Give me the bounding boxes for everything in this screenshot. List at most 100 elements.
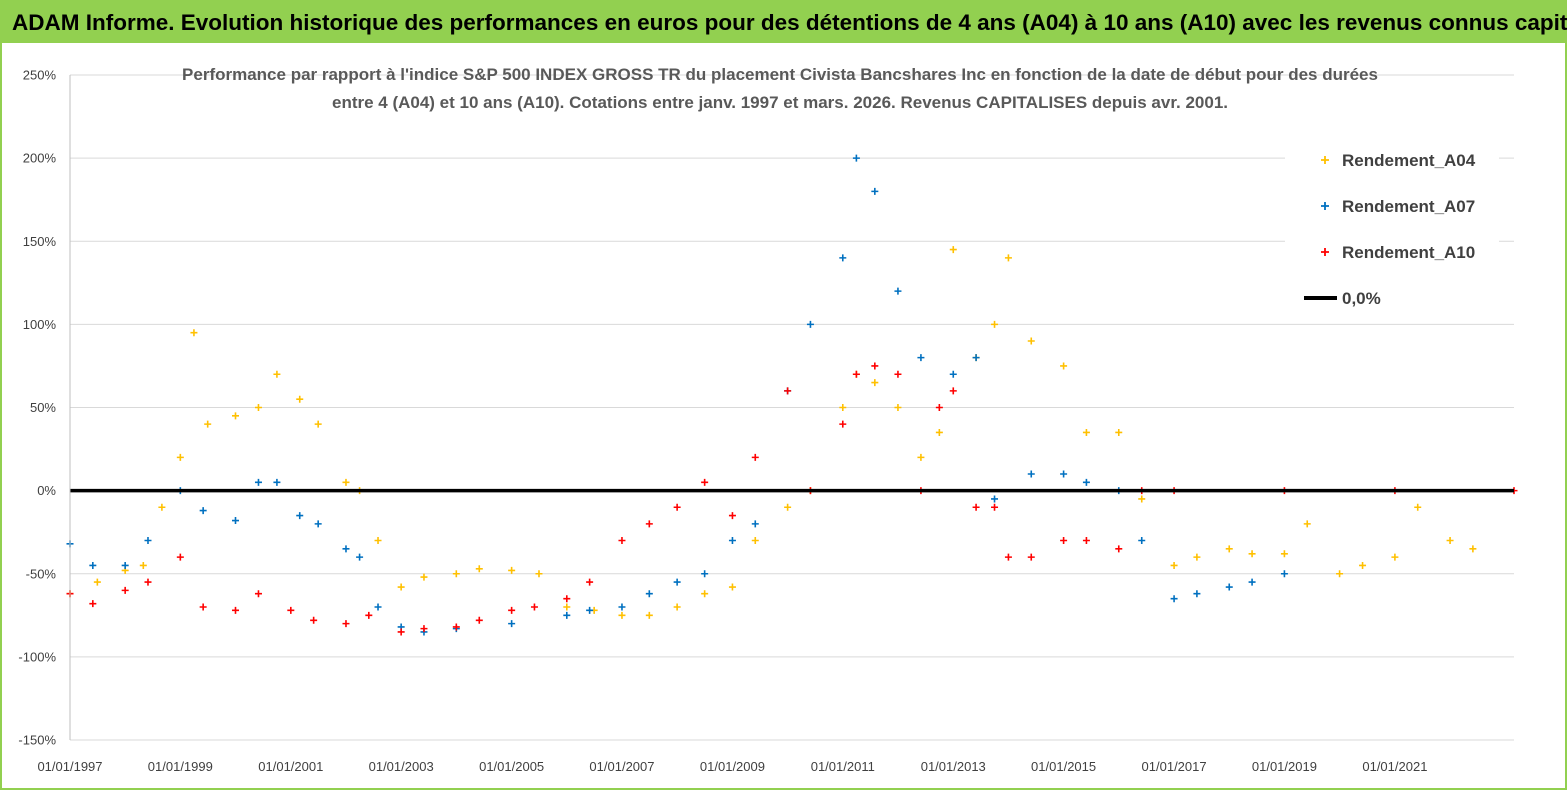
data-point — [1027, 553, 1035, 561]
data-point — [563, 603, 571, 611]
data-point — [1225, 583, 1233, 591]
data-point — [1446, 537, 1454, 544]
data-point — [1336, 570, 1344, 578]
data-point — [991, 320, 999, 328]
data-point — [618, 611, 626, 619]
legend-marker — [1321, 248, 1329, 256]
x-tick-label: 01/01/1999 — [148, 759, 213, 774]
data-point — [420, 573, 428, 581]
data-point — [1193, 590, 1201, 598]
data-point — [273, 478, 281, 486]
data-point — [508, 606, 516, 614]
data-point — [508, 620, 516, 628]
data-point — [806, 320, 814, 328]
report-banner: ADAM Informe. Evolution historique des p… — [2, 2, 1567, 43]
data-point — [701, 590, 709, 598]
data-point — [645, 590, 653, 598]
data-point — [374, 603, 382, 611]
data-point — [673, 603, 681, 611]
data-point — [935, 404, 943, 411]
data-point — [991, 495, 999, 503]
data-point — [871, 187, 879, 195]
data-point — [314, 420, 322, 428]
data-point — [144, 537, 152, 544]
data-point — [254, 590, 262, 598]
data-point — [1170, 561, 1178, 569]
x-tick-label: 01/01/1997 — [37, 759, 102, 774]
x-tick-label: 01/01/2015 — [1031, 759, 1096, 774]
data-point — [1280, 570, 1288, 578]
data-point — [871, 379, 879, 387]
data-point — [728, 537, 736, 544]
data-point — [728, 512, 736, 520]
y-tick-label: 50% — [30, 400, 56, 415]
data-point — [839, 404, 847, 411]
x-tick-label: 01/01/2013 — [921, 759, 986, 774]
data-point — [139, 561, 147, 569]
data-point — [949, 370, 957, 378]
data-point — [356, 553, 364, 561]
data-point — [1303, 520, 1311, 528]
x-tick-label: 01/01/2011 — [811, 759, 875, 774]
data-point — [1082, 428, 1090, 436]
data-point — [949, 246, 957, 254]
data-point — [894, 287, 902, 295]
data-point — [852, 154, 860, 162]
data-point — [475, 565, 483, 573]
data-point — [199, 507, 207, 515]
data-point — [618, 537, 626, 544]
legend-label: Rendement_A04 — [1342, 151, 1476, 170]
legend-box — [1285, 130, 1499, 320]
data-point — [991, 503, 999, 511]
data-point — [397, 628, 405, 636]
data-point — [673, 578, 681, 586]
data-point — [751, 453, 759, 461]
data-point — [586, 578, 594, 586]
data-point — [1027, 470, 1035, 478]
x-tick-label: 01/01/2009 — [700, 759, 765, 774]
data-point — [751, 520, 759, 528]
data-point — [645, 520, 653, 528]
data-point — [1359, 561, 1367, 569]
data-point — [121, 561, 129, 569]
data-point — [176, 553, 184, 561]
chart-title-line: entre 4 (A04) et 10 ans (A10). Cotations… — [332, 93, 1228, 112]
data-point — [673, 503, 681, 511]
data-point — [1060, 470, 1068, 478]
data-point — [231, 517, 239, 525]
data-point — [1248, 578, 1256, 586]
data-point — [89, 600, 97, 608]
data-point — [1060, 362, 1068, 370]
data-point — [365, 611, 373, 619]
data-point — [158, 503, 166, 511]
legend-marker — [1321, 156, 1329, 164]
data-point — [728, 583, 736, 591]
data-point — [1082, 478, 1090, 486]
data-point — [839, 254, 847, 262]
data-point — [1280, 550, 1288, 558]
data-point — [273, 370, 281, 378]
data-point — [894, 370, 902, 378]
data-point — [1138, 537, 1146, 544]
data-point — [204, 420, 212, 428]
y-tick-label: -150% — [18, 733, 56, 748]
data-point — [852, 370, 860, 378]
data-point — [176, 453, 184, 461]
data-point — [452, 623, 460, 631]
y-tick-label: 100% — [23, 317, 57, 332]
data-point — [949, 387, 957, 395]
x-tick-label: 01/01/2005 — [479, 759, 544, 774]
data-point — [296, 512, 304, 520]
legend-label: 0,0% — [1342, 289, 1381, 308]
data-point — [784, 503, 792, 511]
data-point — [1391, 553, 1399, 561]
data-point — [751, 537, 759, 544]
data-point — [287, 606, 295, 614]
data-point — [701, 478, 709, 486]
legend-marker — [1321, 202, 1329, 210]
data-point — [972, 503, 980, 511]
data-point — [231, 412, 239, 420]
data-point — [1193, 553, 1201, 561]
